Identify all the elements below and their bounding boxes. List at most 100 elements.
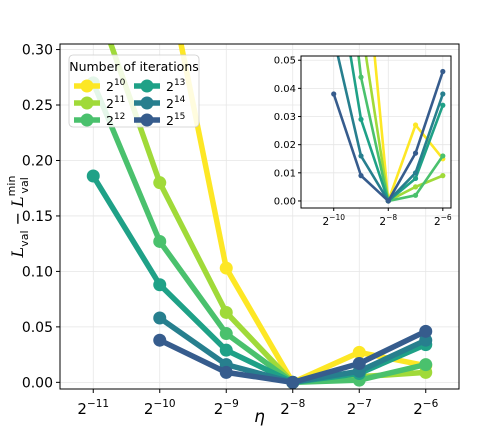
legend-entry-base: 2 <box>106 79 114 94</box>
y-label-min-sup: min <box>5 176 18 197</box>
inset-series-2-line <box>364 56 444 203</box>
legend-entry-exponent: 13 <box>174 78 185 88</box>
x-tick-label: 2−10 <box>144 398 176 418</box>
inset-x-tick-label: 2−6 <box>434 213 452 228</box>
legend-swatch-marker <box>80 113 94 127</box>
y-label-minus: − <box>8 207 27 231</box>
legend-entry-base: 2 <box>106 96 114 111</box>
inset-x-tick-exponent: −10 <box>329 213 345 222</box>
inset-series-5-point <box>440 91 446 97</box>
inset-series-5-point <box>331 35 336 40</box>
inset-series-4-point <box>440 102 446 108</box>
x-tick-base: 2 <box>214 400 224 418</box>
y-label-min-sub: val <box>18 177 31 193</box>
legend-entry-label: 210 <box>106 78 126 94</box>
series-1-point <box>352 345 366 359</box>
series-4-point <box>86 169 100 183</box>
legend-box <box>68 54 200 128</box>
y-tick-label: 0.25 <box>22 98 53 114</box>
series-4-point <box>153 278 167 292</box>
x-tick-label: 2−8 <box>280 398 305 418</box>
x-tick-exponent: −9 <box>223 398 238 410</box>
inset-y-tick-label: 0.02 <box>274 140 296 151</box>
series-6-point <box>352 356 366 370</box>
legend-swatch-marker <box>80 96 94 110</box>
x-tick-label: 2−7 <box>347 398 372 418</box>
x-tick-label: 2−6 <box>413 398 438 418</box>
x-tick-exponent: −10 <box>153 398 175 410</box>
legend-entry-exponent: 10 <box>114 78 126 88</box>
series-3-point <box>419 358 433 372</box>
y-label-loss-sub: val <box>18 231 31 247</box>
inset-series-2-point <box>440 173 446 179</box>
inset-x-tick-exponent: −6 <box>441 213 452 222</box>
series-2-point <box>219 305 233 319</box>
x-tick-label: 2−9 <box>214 398 239 418</box>
inset-series-4-point <box>358 116 364 122</box>
legend-entry-label: 213 <box>166 78 185 94</box>
inset-series-2-point <box>412 184 419 190</box>
legend-entry-exponent: 14 <box>174 95 186 105</box>
legend-entry-base: 2 <box>166 96 174 111</box>
series-6-point <box>153 333 167 347</box>
inset-series-2-point <box>358 21 363 26</box>
x-tick-base: 2 <box>413 400 423 418</box>
legend-entry-label: 215 <box>166 112 185 128</box>
legend-entry-base: 2 <box>166 113 174 128</box>
legend-entry-exponent: 12 <box>114 112 125 122</box>
inset-series-4-line <box>349 56 445 203</box>
inset-x-tick-label: 2−10 <box>322 213 345 228</box>
x-tick-exponent: −6 <box>423 398 439 410</box>
legend-swatch-marker <box>140 79 154 93</box>
legend-entry-exponent: 11 <box>114 95 125 105</box>
inset-x-tick-base: 2 <box>379 216 386 228</box>
series-4-point <box>219 343 233 357</box>
series-3-point <box>153 234 167 248</box>
inset-series-6-point <box>385 198 391 204</box>
inset-x-tick-exponent: −8 <box>386 213 397 222</box>
series-2-point <box>87 0 100 1</box>
inset-series-3-point <box>440 153 446 159</box>
legend-entry-base: 2 <box>166 79 174 94</box>
inset-series-5-point <box>412 170 419 176</box>
inset-series-6-point <box>358 173 364 179</box>
inset-y-tick-label: 0.00 <box>274 196 296 207</box>
y-label-loss-min: L <box>8 196 27 208</box>
y-tick-label: 0.00 <box>22 375 53 391</box>
legend-entry-label: 211 <box>106 95 125 111</box>
inset-series-5-point <box>358 153 364 159</box>
series-1-point <box>219 261 233 275</box>
inset-axes-frame <box>300 55 452 209</box>
y-tick-label: 0.15 <box>22 209 53 225</box>
x-tick-base: 2 <box>280 400 290 418</box>
inset-series-3-line <box>357 56 444 203</box>
inset-x-tick-label: 2−8 <box>379 213 397 228</box>
y-tick-label: 0.30 <box>22 43 53 59</box>
legend-entry-exponent: 15 <box>174 112 185 122</box>
legend-entry-base: 2 <box>106 113 114 128</box>
inset-series-1-point <box>412 122 419 128</box>
series-6-point <box>286 375 300 389</box>
series-3-point <box>219 327 233 341</box>
x-tick-label: 2−11 <box>77 398 109 418</box>
inset-y-tick-label: 0.01 <box>274 168 296 179</box>
inset-plot: 2−10 2−8 2−60.000.010.020.030.040.05 <box>274 21 452 228</box>
series-6-point <box>219 365 233 379</box>
x-tick-base: 2 <box>77 400 87 418</box>
x-tick-exponent: −8 <box>290 398 305 410</box>
y-axis-label: Lval − Lminval <box>5 176 31 259</box>
x-tick-exponent: −11 <box>87 398 109 410</box>
x-tick-exponent: −7 <box>356 398 371 410</box>
series-3-line <box>90 81 427 386</box>
y-tick-label: 0.10 <box>22 264 53 280</box>
y-tick-label: 0.20 <box>22 153 53 169</box>
series-group <box>86 0 433 389</box>
inset-series-group <box>331 21 446 204</box>
series-5-point <box>153 311 167 325</box>
inset-series-6-point <box>412 150 419 156</box>
legend-swatch-marker <box>140 96 154 110</box>
legend-entry-label: 214 <box>166 95 186 111</box>
